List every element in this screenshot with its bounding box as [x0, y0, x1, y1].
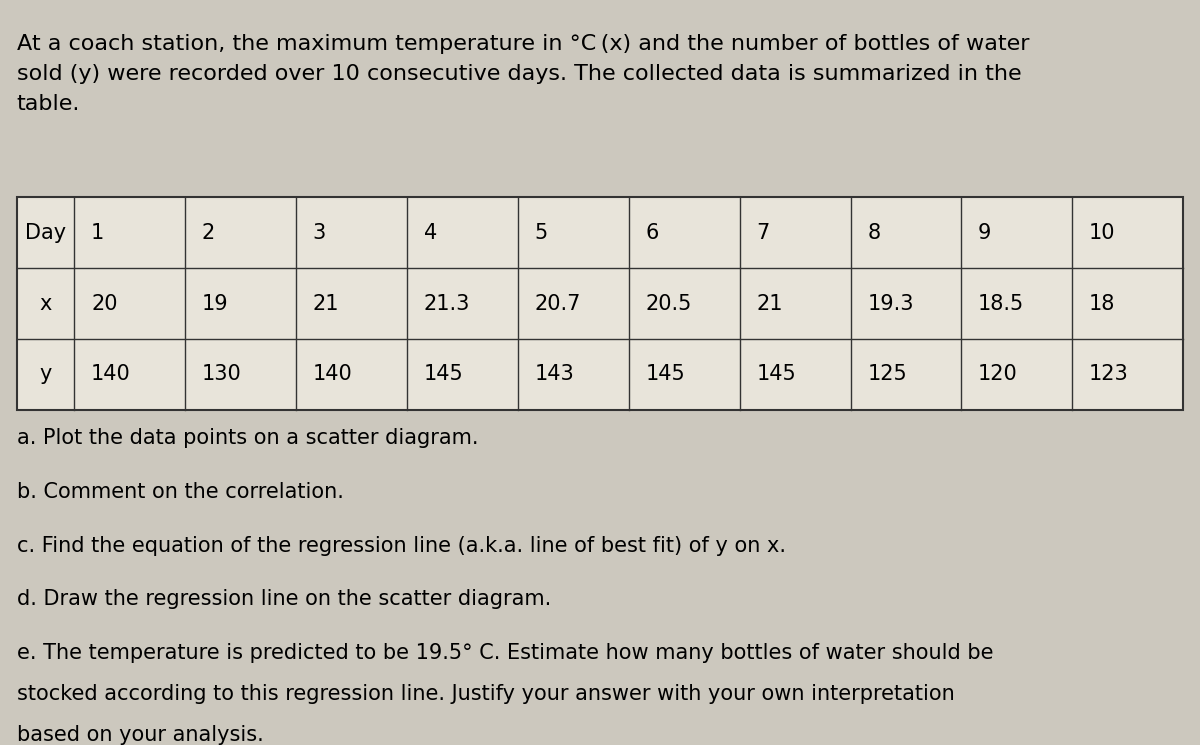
- Text: a. Plot the data points on a scatter diagram.: a. Plot the data points on a scatter dia…: [17, 428, 479, 448]
- Text: 21: 21: [313, 294, 340, 314]
- Text: stocked according to this regression line. Justify your answer with your own int: stocked according to this regression lin…: [17, 684, 954, 704]
- Text: c. Find the equation of the regression line (a.k.a. line of best fit) of y on x.: c. Find the equation of the regression l…: [17, 536, 786, 556]
- Text: 5: 5: [534, 223, 548, 243]
- Text: 140: 140: [313, 364, 353, 384]
- Text: 18: 18: [1088, 294, 1115, 314]
- Text: 6: 6: [646, 223, 659, 243]
- Text: 4: 4: [424, 223, 437, 243]
- Text: 20: 20: [91, 294, 118, 314]
- Text: 9: 9: [978, 223, 991, 243]
- Text: 20.7: 20.7: [534, 294, 581, 314]
- Text: 145: 145: [756, 364, 796, 384]
- Text: d. Draw the regression line on the scatter diagram.: d. Draw the regression line on the scatt…: [17, 589, 551, 609]
- Text: Day: Day: [25, 223, 66, 243]
- Text: 130: 130: [202, 364, 241, 384]
- Text: 3: 3: [313, 223, 326, 243]
- Text: 19.3: 19.3: [868, 294, 913, 314]
- Text: based on your analysis.: based on your analysis.: [17, 725, 264, 745]
- Text: x: x: [40, 294, 52, 314]
- Text: 1: 1: [91, 223, 104, 243]
- Text: 143: 143: [534, 364, 575, 384]
- Text: 145: 145: [646, 364, 685, 384]
- Text: 21: 21: [756, 294, 782, 314]
- Text: 125: 125: [868, 364, 907, 384]
- Text: sold (y) were recorded over 10 consecutive days. The collected data is summarize: sold (y) were recorded over 10 consecuti…: [17, 63, 1021, 83]
- Text: 19: 19: [202, 294, 228, 314]
- Text: e. The temperature is predicted to be 19.5° C. Estimate how many bottles of wate: e. The temperature is predicted to be 19…: [17, 643, 994, 663]
- Text: table.: table.: [17, 94, 80, 113]
- Text: 10: 10: [1088, 223, 1116, 243]
- Bar: [17, 197, 1183, 410]
- Text: 123: 123: [1088, 364, 1129, 384]
- Text: y: y: [40, 364, 52, 384]
- Text: b. Comment on the correlation.: b. Comment on the correlation.: [17, 482, 343, 502]
- Text: 7: 7: [756, 223, 769, 243]
- Text: 140: 140: [91, 364, 131, 384]
- Text: 8: 8: [868, 223, 881, 243]
- Text: 18.5: 18.5: [978, 294, 1025, 314]
- Text: 2: 2: [202, 223, 215, 243]
- Text: 21.3: 21.3: [424, 294, 470, 314]
- Text: 20.5: 20.5: [646, 294, 692, 314]
- Text: 120: 120: [978, 364, 1018, 384]
- Text: 145: 145: [424, 364, 463, 384]
- Text: At a coach station, the maximum temperature in °C (x) and the number of bottles : At a coach station, the maximum temperat…: [17, 34, 1030, 54]
